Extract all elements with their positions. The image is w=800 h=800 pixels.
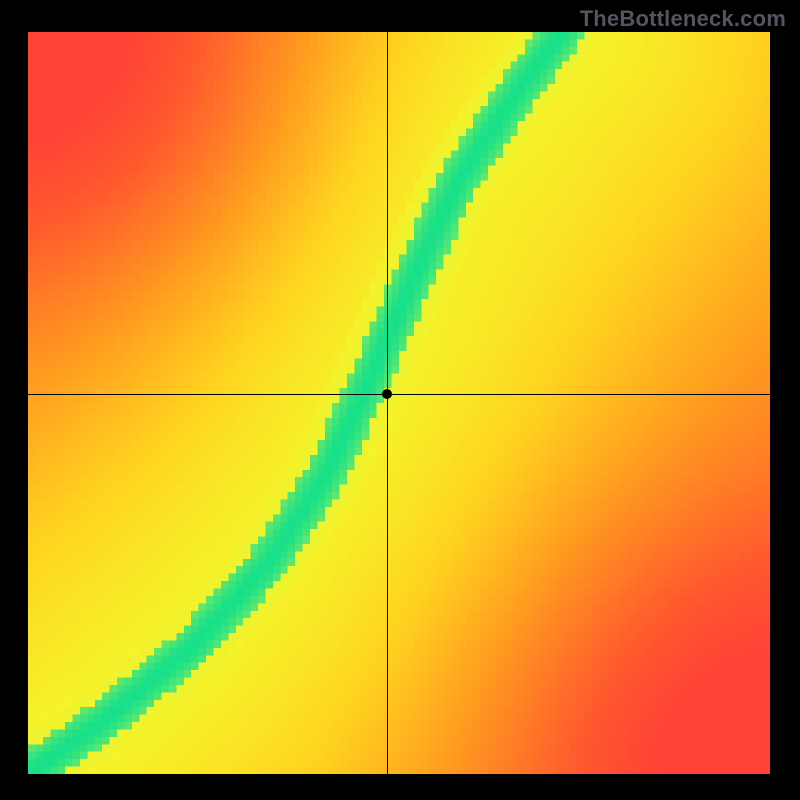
chart-container: TheBottleneck.com [0, 0, 800, 800]
crosshair-vertical [387, 32, 388, 774]
watermark-text: TheBottleneck.com [580, 6, 786, 32]
crosshair-horizontal [28, 394, 770, 395]
bottleneck-heatmap [28, 32, 770, 774]
